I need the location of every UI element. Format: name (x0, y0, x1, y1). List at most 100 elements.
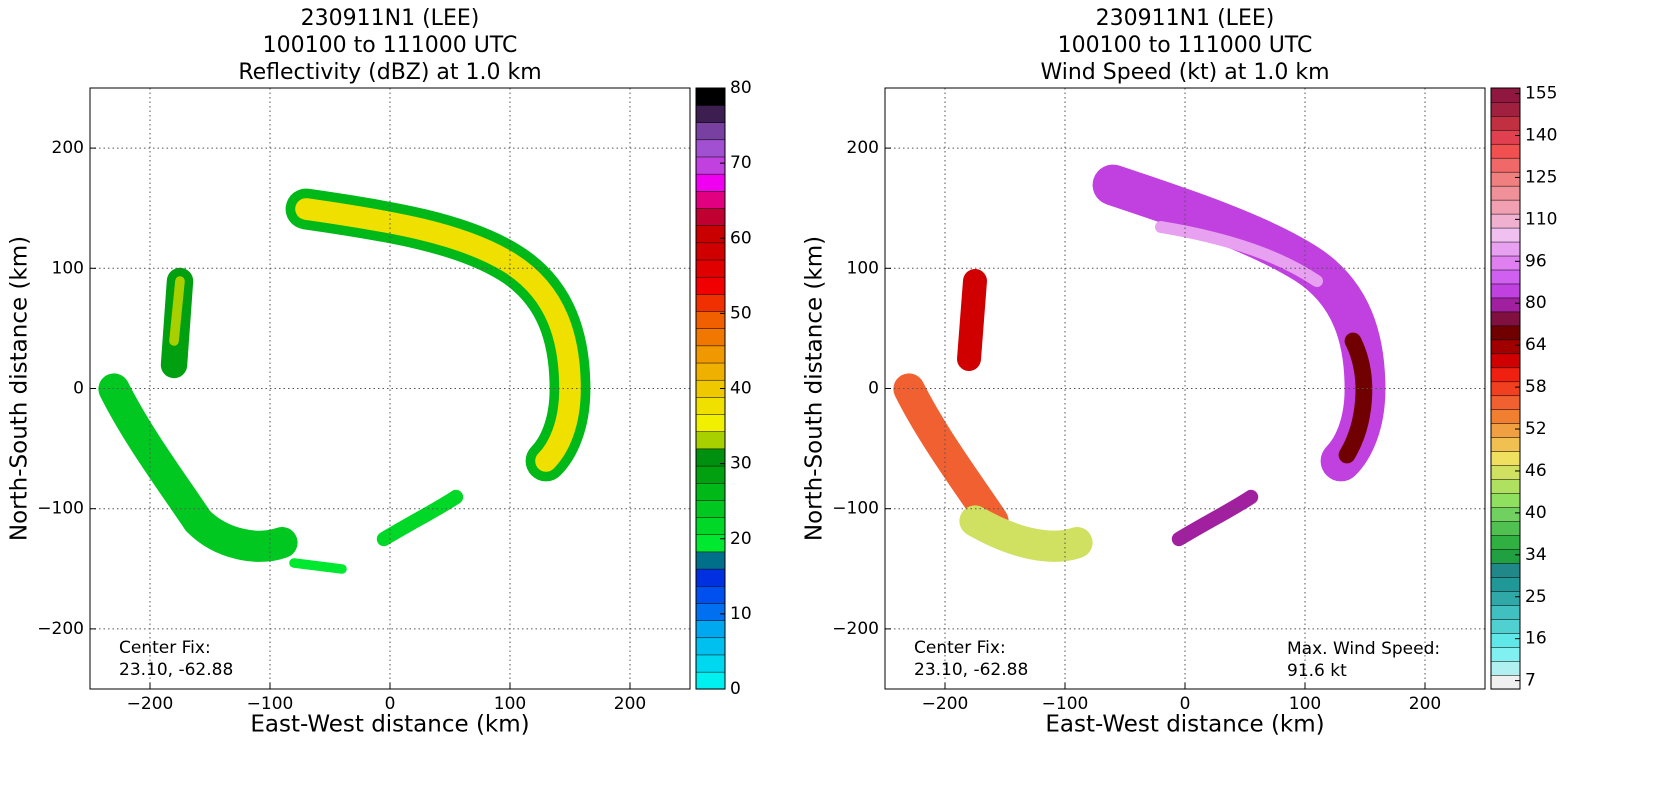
x-tick-label: 0 (1180, 694, 1191, 714)
colorbar-tick-label: 155 (1525, 84, 1557, 104)
y-tick-label: −200 (832, 619, 879, 639)
colorbar-frame (1490, 87, 1521, 690)
y-tick-label: 200 (52, 138, 84, 158)
colorbar-tick-label: 96 (1525, 251, 1547, 271)
chart-title: 230911N1 (LEE) (1096, 6, 1275, 31)
colorbar-swatch (695, 362, 726, 381)
plot-frame (884, 87, 1486, 690)
colorbar-swatch (1490, 311, 1521, 327)
colorbar-swatch (1490, 576, 1521, 592)
colorbar-swatch (695, 414, 726, 432)
colorbar-swatch (1490, 115, 1521, 131)
annotation: Max. Wind Speed: (1287, 639, 1440, 659)
colorbar-swatch (1490, 367, 1521, 383)
colorbar-swatch (695, 654, 726, 673)
x-axis-label: East-West distance (km) (1045, 712, 1324, 738)
colorbar-swatch (1490, 87, 1521, 103)
x-tick-label: −100 (247, 694, 294, 714)
colorbar-swatch (1490, 423, 1521, 438)
colorbar-swatch (695, 499, 726, 518)
colorbar-swatch (695, 293, 726, 312)
colorbar-swatch (695, 345, 726, 364)
colorbar-tick-label: 40 (730, 379, 752, 399)
colorbar-swatch (695, 517, 726, 536)
x-tick-label: −100 (1042, 694, 1089, 714)
x-tick-label: 200 (614, 694, 646, 714)
colorbar-tick-label: 80 (1525, 293, 1547, 313)
colorbar-swatch (695, 637, 726, 656)
x-tick-label: 0 (385, 694, 396, 714)
colorbar-tick-label: 30 (730, 454, 752, 474)
colorbar-swatch (1490, 465, 1521, 480)
chart-title: 100100 to 111000 UTC (1058, 33, 1313, 58)
y-tick-label: −100 (37, 499, 84, 519)
colorbar-swatch (1490, 199, 1521, 215)
colorbar-swatch (695, 173, 726, 192)
y-tick-label: 0 (868, 379, 879, 399)
colorbar-tick-label: 60 (730, 228, 752, 248)
chart-title: Reflectivity (dBZ) at 1.0 km (238, 60, 541, 85)
colorbar-swatch (1490, 185, 1521, 201)
colorbar-swatch (1490, 143, 1521, 159)
x-tick-label: −200 (127, 694, 174, 714)
colorbar-swatch (1490, 451, 1521, 466)
colorbar-swatch (695, 122, 726, 141)
colorbar-swatch (1490, 632, 1521, 648)
colorbar-swatch (1490, 297, 1521, 313)
annotation: Center Fix: (914, 638, 1006, 658)
colorbar-tick-label: 58 (1525, 377, 1547, 397)
colorbar-swatch (695, 551, 726, 570)
colorbar-swatch (1490, 325, 1521, 341)
colorbar-swatch (1490, 171, 1521, 187)
colorbar-swatch (1490, 409, 1521, 424)
colorbar-swatch (695, 431, 726, 450)
colorbar-swatch (695, 87, 726, 106)
colorbar-swatch (695, 207, 726, 226)
y-axis-label: North-South distance (km) (802, 236, 828, 541)
colorbar-swatch (695, 242, 726, 261)
colorbar-tick-label: 16 (1525, 629, 1547, 649)
annotation: 91.6 kt (1287, 661, 1347, 681)
colorbar-swatch (1490, 507, 1521, 522)
colorbar-swatch (695, 396, 726, 415)
colorbar-swatch (1490, 604, 1521, 620)
colorbar-swatch (695, 104, 726, 123)
colorbar-swatch (1490, 535, 1521, 550)
x-tick-label: −200 (922, 694, 969, 714)
colorbar-swatch (1490, 521, 1521, 536)
colorbar-swatch (1490, 660, 1521, 676)
colorbar-swatch (1490, 213, 1521, 229)
colorbar-swatch (1490, 590, 1521, 606)
colorbar-tick-label: 10 (730, 604, 752, 624)
y-tick-label: −100 (832, 499, 879, 519)
colorbar-tick-label: 50 (730, 303, 752, 323)
colorbar-tick-label: 110 (1525, 209, 1557, 229)
colorbar-swatch (1490, 283, 1521, 299)
colorbar-swatch (695, 602, 726, 621)
colorbar-swatch (695, 156, 726, 175)
wind-speed-field (893, 164, 1386, 562)
colorbar-tick-label: 20 (730, 529, 752, 549)
colorbar-swatch (1490, 269, 1521, 285)
colorbar-tick-label: 46 (1525, 461, 1547, 481)
colorbar-swatch (695, 139, 726, 158)
x-tick-label: 100 (1289, 694, 1321, 714)
x-tick-label: 200 (1409, 694, 1441, 714)
colorbar-swatch (695, 671, 726, 690)
colorbar-swatch (1490, 562, 1521, 578)
x-axis-label: East-West distance (km) (250, 712, 529, 738)
colorbar-swatch (695, 620, 726, 639)
chart-title: 230911N1 (LEE) (301, 6, 480, 31)
colorbar-swatch (1490, 241, 1521, 257)
colorbar-tick-label: 40 (1525, 503, 1547, 523)
colorbar-swatch (1490, 618, 1521, 634)
colorbar-swatch (695, 328, 726, 347)
colorbar-swatch (1490, 646, 1521, 662)
colorbar-tick-label: 34 (1525, 545, 1547, 565)
colorbar-swatch (695, 482, 726, 501)
colorbar-swatch (695, 568, 726, 587)
colorbar-tick-label: 25 (1525, 587, 1547, 607)
y-tick-label: −200 (37, 619, 84, 639)
colorbar-tick-label: 125 (1525, 167, 1557, 187)
